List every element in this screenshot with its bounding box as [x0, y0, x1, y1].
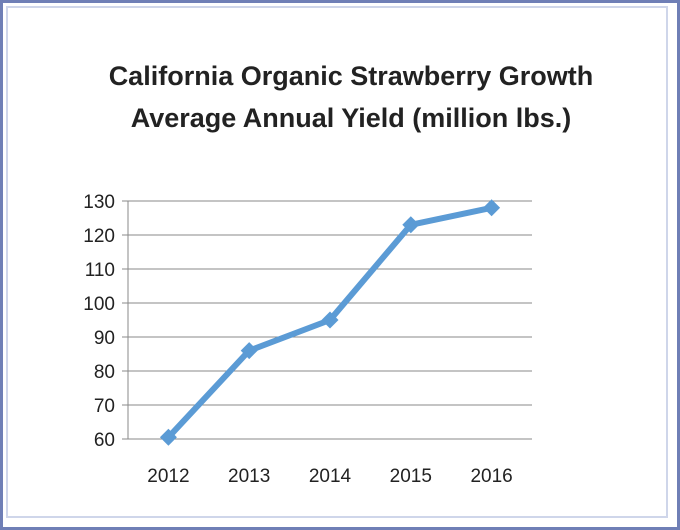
x-tick-label: 2016: [470, 466, 512, 487]
y-axis-tick-labels: 60 70 80 90 100 110 120 130: [83, 192, 115, 451]
chart-title-line-2: Average Annual Yield (million lbs.): [131, 103, 572, 133]
gridlines: [122, 200, 532, 440]
series-yield: [159, 199, 501, 446]
data-point-marker: [321, 311, 339, 329]
y-tick-label: 130: [83, 192, 115, 213]
y-tick-label: 70: [94, 396, 115, 417]
y-tick-label: 90: [94, 328, 115, 349]
data-point-marker: [402, 216, 420, 234]
x-axis-tick-labels: 2012 2013 2014 2015 2016: [147, 466, 512, 487]
chart-title: California Organic Strawberry Growth Ave…: [109, 61, 594, 133]
y-tick-label: 120: [83, 226, 115, 247]
y-tick-label: 60: [94, 430, 115, 451]
data-point-marker: [159, 428, 177, 446]
x-tick-label: 2015: [390, 466, 432, 487]
x-tick-label: 2012: [147, 466, 189, 487]
x-tick-label: 2013: [228, 466, 270, 487]
x-tick-label: 2014: [309, 466, 352, 487]
y-tick-label: 110: [85, 260, 115, 281]
data-point-marker: [483, 199, 501, 217]
chart-area-frame: [6, 6, 668, 518]
data-point-marker: [240, 342, 258, 360]
y-tick-label: 80: [94, 362, 115, 383]
y-tick-label: 100: [83, 294, 115, 315]
chart-title-line-1: California Organic Strawberry Growth: [109, 61, 594, 91]
